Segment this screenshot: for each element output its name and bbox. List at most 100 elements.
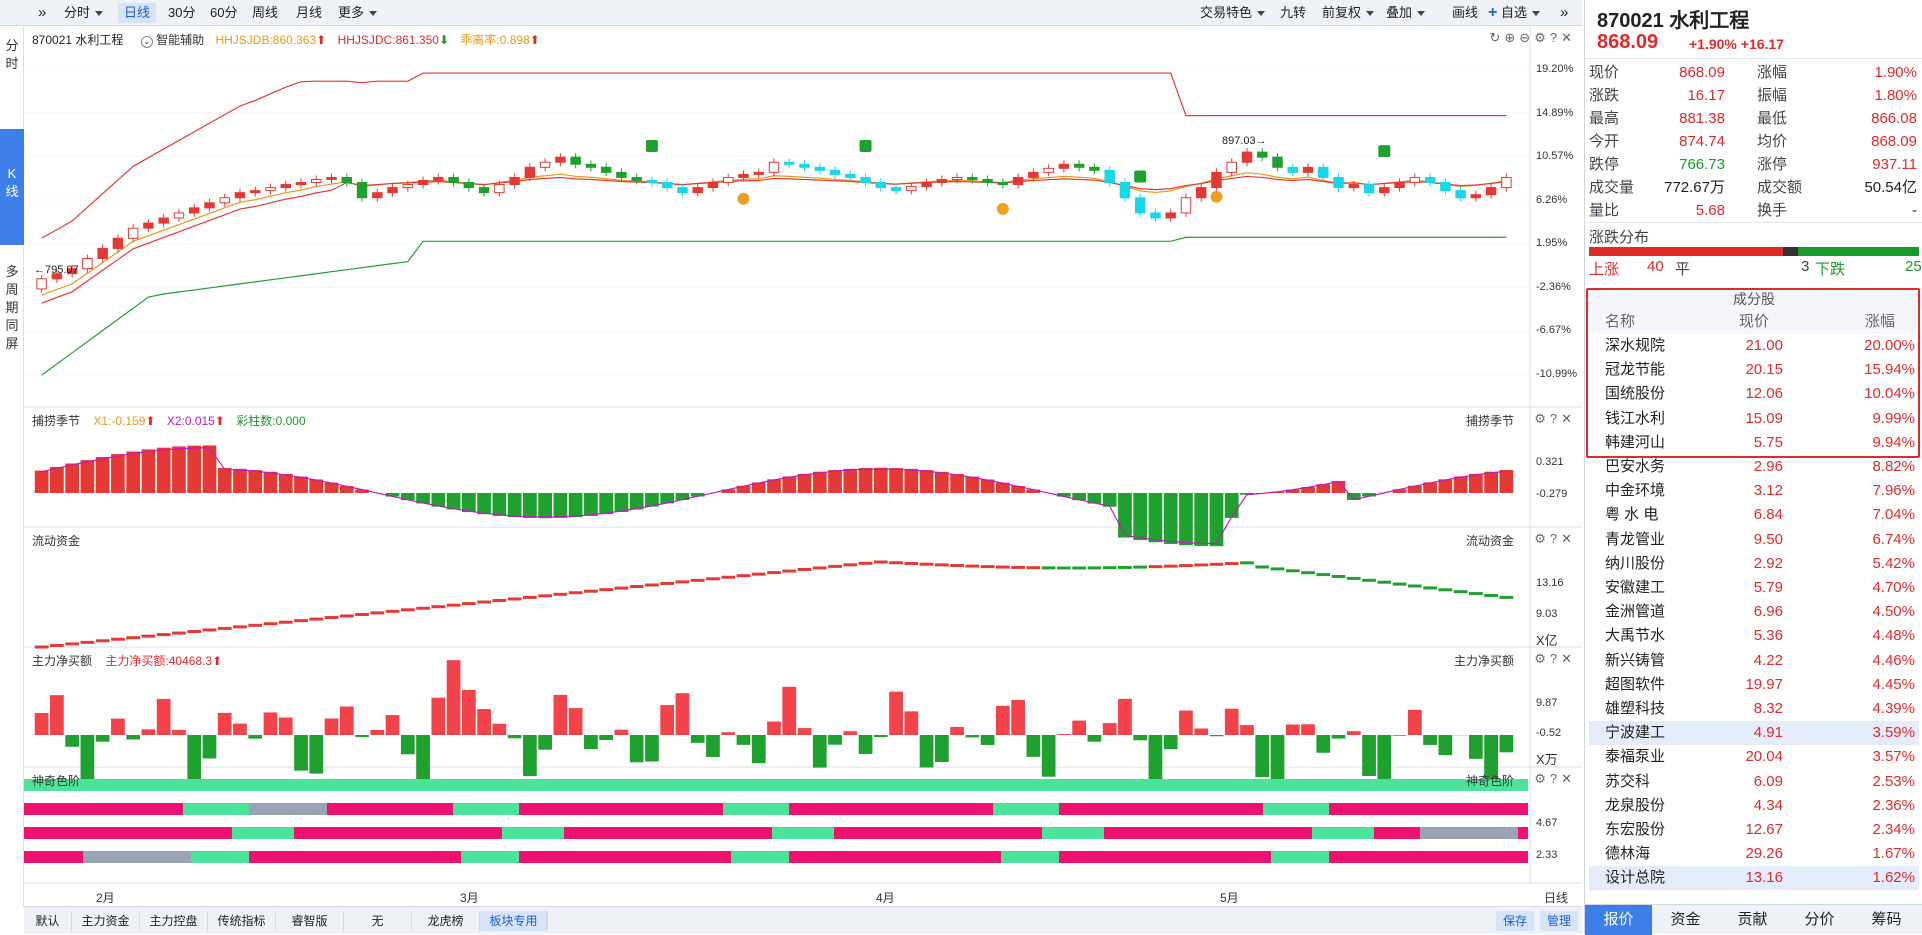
help-icon[interactable]: ?	[1550, 651, 1561, 666]
overlay-dropdown[interactable]: 叠加	[1380, 3, 1431, 23]
tab-main-control[interactable]: 主力控盘	[140, 911, 208, 931]
tab-default[interactable]: 默认	[24, 911, 72, 931]
quote-label: 涨跌	[1589, 84, 1619, 107]
gear-icon[interactable]: ⚙	[1534, 411, 1550, 426]
tab-60min[interactable]: 60分	[204, 3, 243, 23]
tab-sector-special[interactable]: 板块专用	[480, 911, 548, 931]
gear-icon[interactable]: ⚙	[1534, 651, 1550, 666]
tab-monthly[interactable]: 月线	[290, 3, 328, 23]
oscillator-bar	[935, 472, 949, 493]
candle-body	[235, 193, 244, 198]
tab-intraday[interactable]: 分时	[58, 3, 109, 23]
save-button[interactable]: 保存	[1496, 911, 1534, 931]
smart-assist-button[interactable]: ⌄ 智能辅助	[141, 33, 204, 47]
help-icon[interactable]: ?	[1550, 771, 1561, 786]
netbuy-value: 主力净买额:40468.3	[105, 654, 212, 668]
kline-chart[interactable]	[24, 27, 1582, 889]
refresh-icon[interactable]: ↻	[1489, 30, 1504, 45]
expand-icon[interactable]: »	[32, 3, 52, 23]
oscillator-bar	[50, 467, 64, 493]
candle-body	[1212, 172, 1221, 187]
color-scale-cell	[654, 779, 674, 791]
color-scale-cell	[1042, 827, 1104, 839]
trade-feature-dropdown[interactable]: 交易特色	[1194, 3, 1271, 23]
tab-contribution[interactable]: 贡献	[1719, 905, 1786, 935]
netbuy-bar	[96, 735, 110, 742]
draw-button[interactable]: 画线	[1446, 3, 1484, 23]
tab-none[interactable]: 无	[344, 911, 412, 931]
close-icon[interactable]: ✕	[1561, 411, 1576, 426]
collapse-icon[interactable]: »	[1554, 3, 1574, 23]
gear-icon[interactable]: ⚙	[1534, 531, 1550, 546]
candle-body	[37, 279, 46, 289]
chart-area[interactable]: 870021 水利工程 ⌄ 智能辅助 HHJSJDB:860.363⬆ HHJS…	[24, 27, 1582, 889]
close-icon[interactable]: ✕	[1561, 771, 1576, 786]
netbuy-bar	[1438, 735, 1452, 755]
color-scale-cell	[1124, 779, 1194, 791]
quote-value: 868.09	[1871, 130, 1917, 153]
gear-icon[interactable]: ⚙	[1534, 30, 1550, 45]
oscillator-bar	[1164, 493, 1178, 544]
zoom-in-icon[interactable]: ⊕	[1504, 30, 1519, 45]
tab-intraday-vertical[interactable]: 分时	[5, 27, 19, 115]
netbuy-bar	[1133, 735, 1147, 740]
netbuy-bar	[203, 735, 217, 758]
add-watchlist-button[interactable]: + 自选	[1482, 3, 1546, 23]
help-icon[interactable]: ?	[1550, 30, 1561, 45]
tab-weekly[interactable]: 周线	[246, 3, 284, 23]
tab-kline-vertical[interactable]: K线	[0, 129, 24, 245]
close-icon[interactable]: ✕	[1561, 531, 1576, 546]
tab-quote[interactable]: 报价	[1585, 905, 1652, 935]
arrow-up-icon: ⬆	[212, 654, 222, 668]
close-icon[interactable]: ✕	[1561, 651, 1576, 666]
more-dropdown[interactable]: 更多	[332, 3, 383, 23]
tab-30min[interactable]: 30分	[162, 3, 201, 23]
tab-multi-period[interactable]: 多周期同屏	[0, 253, 24, 363]
tab-smart-edition[interactable]: 睿智版	[276, 911, 344, 931]
candle-body	[785, 162, 794, 164]
oscillator-bar	[264, 472, 278, 493]
tab-chips[interactable]: 筹码	[1853, 905, 1920, 935]
manage-button[interactable]: 管理	[1540, 911, 1578, 931]
chart-info-line: 870021 水利工程 ⌄ 智能辅助 HHJSJDB:860.363⬆ HHJS…	[32, 31, 540, 48]
help-icon[interactable]: ?	[1550, 531, 1561, 546]
help-icon[interactable]: ?	[1550, 411, 1561, 426]
tab-capital[interactable]: 资金	[1652, 905, 1719, 935]
tab-price-distribution[interactable]: 分价	[1786, 905, 1853, 935]
gear-icon[interactable]: ⚙	[1534, 771, 1550, 786]
adjust-dropdown[interactable]: 前复权	[1316, 3, 1380, 23]
tab-daily[interactable]: 日线	[118, 3, 156, 23]
quote-label: 涨停	[1757, 153, 1787, 176]
tab-dragon-tiger[interactable]: 龙虎榜	[412, 911, 480, 931]
close-icon[interactable]: ✕	[1561, 30, 1576, 45]
zoom-out-icon[interactable]: ⊖	[1519, 30, 1534, 45]
tab-main-capital[interactable]: 主力资金	[72, 911, 140, 931]
nine-turn-button[interactable]: 九转	[1274, 3, 1312, 23]
color-scale-cell	[191, 851, 249, 863]
netbuy-bar	[798, 728, 812, 735]
tab-classic-indicators[interactable]: 传统指标	[208, 911, 276, 931]
